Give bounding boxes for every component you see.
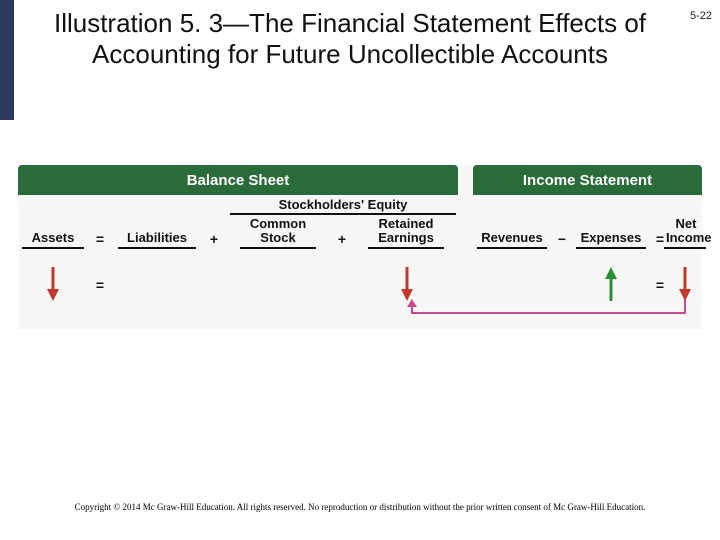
col-expenses: Expenses (572, 231, 650, 245)
col-liabilities: Liabilities (114, 231, 200, 245)
section-headers: Balance Sheet Income Statement (18, 165, 702, 195)
col-common-stock: Common Stock (228, 217, 328, 246)
copyright-text: Copyright © 2014 Mc Graw-Hill Education.… (0, 502, 720, 512)
op-plus1: + (204, 231, 224, 247)
col-assets: Assets (18, 231, 88, 245)
slide-title: Illustration 5. 3—The Financial Statemen… (40, 8, 660, 70)
col-revenues: Revenues (473, 231, 551, 245)
col-retained-earnings: Retained Earnings (356, 217, 456, 246)
op-eq-bs: = (90, 231, 110, 247)
labels-row: Assets = Liabilities + Stockholders' Equ… (18, 195, 702, 249)
row2-eq1: = (90, 277, 110, 293)
underline-equity-group (230, 213, 456, 215)
connector-net-income-to-retained-earnings (406, 299, 686, 321)
slide: 5-22 Illustration 5. 3—The Financial Sta… (0, 0, 720, 540)
arrow-net-income-down (678, 267, 692, 301)
income-statement-header: Income Statement (473, 165, 702, 195)
underline-assets (22, 247, 84, 249)
underline-retained-earnings (368, 247, 444, 249)
underline-liabilities (118, 247, 196, 249)
group-stockholders-equity: Stockholders' Equity (228, 197, 458, 212)
arrow-expenses-up (604, 267, 618, 301)
equation-figure: Balance Sheet Income Statement Assets = … (18, 165, 702, 330)
op-minus: − (553, 231, 571, 247)
row2-eq2: = (652, 277, 668, 293)
underline-common-stock (240, 247, 316, 249)
col-net-income: Net Income (666, 217, 706, 246)
arrow-assets-down (46, 267, 60, 301)
side-stripe (0, 0, 14, 120)
underline-net-income (664, 247, 706, 249)
underline-expenses (576, 247, 646, 249)
page-number: 5-22 (690, 10, 712, 22)
balance-sheet-header: Balance Sheet (18, 165, 458, 195)
op-plus2: + (332, 231, 352, 247)
arrow-retained-earnings-down (400, 267, 414, 301)
underline-revenues (477, 247, 547, 249)
